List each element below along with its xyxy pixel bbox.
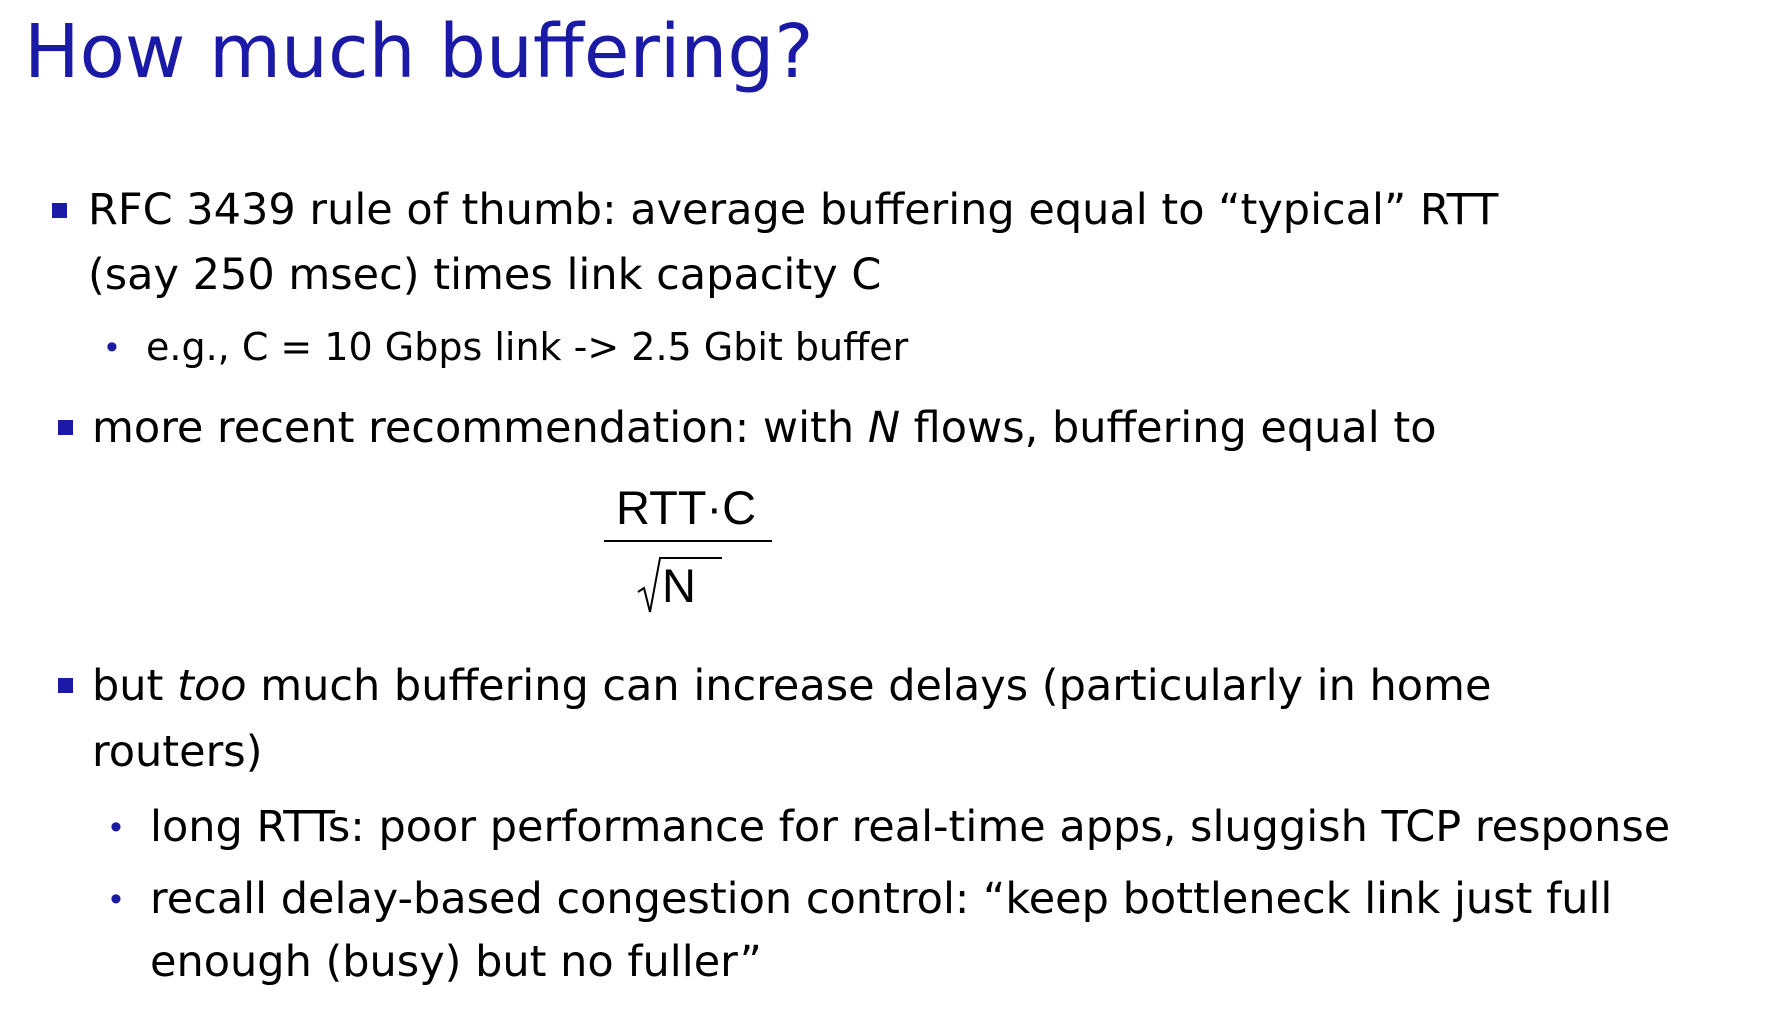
bullet-dot-icon: • bbox=[106, 328, 118, 366]
buffer-formula: RTT·C N bbox=[600, 480, 780, 620]
fraction-bar bbox=[604, 540, 772, 542]
bullet-square-icon bbox=[58, 678, 73, 693]
bullet-dot-icon: • bbox=[110, 880, 122, 918]
bullet-2-text-pre: more recent recommendation: with bbox=[92, 403, 868, 453]
formula-numerator: RTT·C bbox=[616, 481, 757, 534]
bullet-dot-icon: • bbox=[110, 808, 122, 846]
square-root-icon bbox=[637, 557, 722, 613]
bullet-1-sub-1: e.g., C = 10 Gbps link -> 2.5 Gbit buffe… bbox=[146, 325, 909, 369]
bullet-3-line-1: but too much buffering can increase dela… bbox=[92, 654, 1491, 719]
bullet-3-line-2: routers) bbox=[92, 727, 263, 777]
bullet-3-sub-2-line-2: enough (busy) but no fuller” bbox=[150, 937, 762, 987]
bullet-3-text-post: much buffering can increase delays (part… bbox=[246, 661, 1492, 711]
bullet-1-line-2: (say 250 msec) times link capacity C bbox=[88, 250, 882, 300]
slide-title: How much buffering? bbox=[24, 9, 814, 95]
bullet-square-icon bbox=[52, 203, 67, 218]
bullet-2-emphasis: N bbox=[867, 403, 900, 453]
bullet-2-line-1: more recent recommendation: with N flows… bbox=[92, 396, 1437, 461]
bullet-3-emphasis: too bbox=[177, 661, 247, 711]
bullet-square-icon bbox=[58, 420, 73, 435]
bullet-2-text-post: flows, buffering equal to bbox=[899, 403, 1437, 453]
bullet-3-sub-2-line-1: recall delay-based congestion control: “… bbox=[150, 874, 1613, 924]
bullet-1-line-1: RFC 3439 rule of thumb: average bufferin… bbox=[88, 185, 1499, 235]
bullet-3-text-pre: but bbox=[92, 661, 178, 711]
formula-denominator: N bbox=[662, 559, 696, 612]
bullet-3-sub-1: long RTTs: poor performance for real-tim… bbox=[150, 802, 1671, 852]
